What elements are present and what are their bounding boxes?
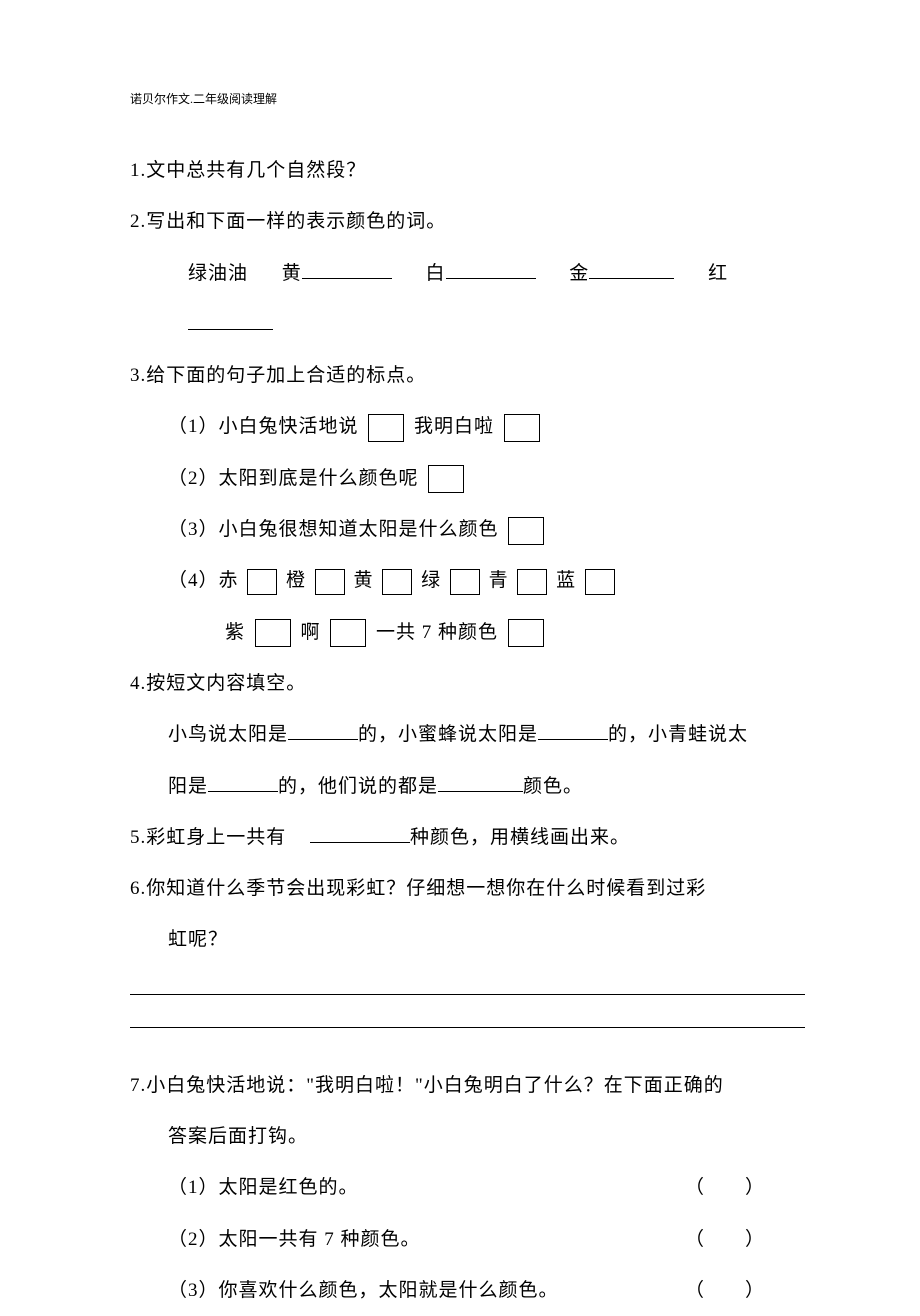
option-label: （3）你喜欢什么颜色，太阳就是什么颜色。 — [168, 1280, 559, 1301]
item-prefix: （3） — [168, 519, 219, 540]
color-label: 白 — [426, 263, 446, 284]
sentence-part: 太阳到底是什么颜色呢 — [219, 468, 419, 489]
checkbox-paren[interactable]: （ ） — [685, 1265, 765, 1316]
q3-item-1: （1）小白兔快活地说 我明白啦 — [130, 401, 805, 452]
blank-input[interactable] — [208, 770, 278, 792]
punctuation-box[interactable] — [330, 619, 366, 647]
item-prefix: （4） — [168, 570, 219, 591]
question-4: 4.按短文内容填空。 — [130, 658, 805, 709]
checkbox-paren[interactable]: （ ） — [685, 1162, 765, 1213]
text-part: 5.彩虹身上一共有 — [130, 827, 286, 848]
color-label: 黄 — [282, 263, 302, 284]
q3-item-4: （4）赤 橙 黄 绿 青 蓝 — [130, 555, 805, 606]
punctuation-box[interactable] — [382, 569, 412, 595]
sentence-part: 啊 — [301, 622, 321, 643]
sentence-part: 赤 — [219, 570, 239, 591]
text-part: 的，他们说的都是 — [278, 776, 438, 797]
sentence-part: 我明白啦 — [414, 416, 494, 437]
punctuation-box[interactable] — [428, 465, 464, 493]
question-7-line2: 答案后面打钩。 — [130, 1111, 805, 1162]
question-5: 5.彩虹身上一共有 种颜色，用横线画出来。 — [130, 812, 805, 863]
item-prefix: （1） — [168, 416, 219, 437]
q4-line2: 阳是 的，他们说的都是 颜色。 — [130, 761, 805, 812]
question-1: 1.文中总共有几个自然段？ — [130, 145, 805, 196]
punctuation-box[interactable] — [517, 569, 547, 595]
blank-input[interactable] — [538, 718, 608, 740]
sentence-part: 小白兔很想知道太阳是什么颜色 — [219, 519, 499, 540]
text-part: 种颜色，用横线画出来。 — [410, 827, 630, 848]
sentence-part: 橙 — [286, 570, 306, 591]
punctuation-box[interactable] — [255, 619, 291, 647]
answer-blank-line[interactable] — [130, 1027, 805, 1028]
q3-item-4-line2: 紫 啊 一共 7 种颜色 — [130, 607, 805, 658]
blank-input[interactable] — [302, 257, 392, 279]
question-6-line2: 虹呢？ — [130, 914, 805, 965]
sentence-part: 一共 7 种颜色 — [376, 622, 498, 643]
blank-input[interactable] — [589, 257, 674, 279]
sample-word: 绿油油 — [188, 263, 248, 284]
answer-blank-line[interactable] — [130, 994, 805, 995]
blank-input[interactable] — [310, 821, 410, 843]
sentence-part: 青 — [489, 570, 509, 591]
color-label: 红 — [708, 263, 728, 284]
punctuation-box[interactable] — [315, 569, 345, 595]
sentence-part: 绿 — [421, 570, 441, 591]
punctuation-box[interactable] — [450, 569, 480, 595]
text-part: 小鸟说太阳是 — [168, 724, 288, 745]
sentence-part: 蓝 — [556, 570, 576, 591]
punctuation-box[interactable] — [585, 569, 615, 595]
text-part: 的，小青蛙说太 — [608, 724, 748, 745]
question-3: 3.给下面的句子加上合适的标点。 — [130, 350, 805, 401]
punctuation-box[interactable] — [504, 414, 540, 442]
punctuation-box[interactable] — [247, 569, 277, 595]
q3-item-3: （3）小白兔很想知道太阳是什么颜色 — [130, 504, 805, 555]
blank-input[interactable] — [188, 308, 273, 330]
sentence-part: 紫 — [225, 622, 245, 643]
text-part: 颜色。 — [523, 776, 583, 797]
punctuation-box[interactable] — [508, 619, 544, 647]
punctuation-box[interactable] — [368, 414, 404, 442]
sentence-part: 黄 — [354, 570, 374, 591]
item-prefix: （2） — [168, 468, 219, 489]
question-2: 2.写出和下面一样的表示颜色的词。 — [130, 196, 805, 247]
option-label: （1）太阳是红色的。 — [168, 1177, 359, 1198]
punctuation-box[interactable] — [508, 517, 544, 545]
document-header: 诺贝尔作文.二年级阅读理解 — [130, 90, 805, 107]
text-part: 阳是 — [168, 776, 208, 797]
sentence-part: 小白兔快活地说 — [219, 416, 359, 437]
q7-option-1: （1）太阳是红色的。 （ ） — [130, 1162, 805, 1213]
q3-item-2: （2）太阳到底是什么颜色呢 — [130, 453, 805, 504]
q4-line1: 小鸟说太阳是 的，小蜜蜂说太阳是 的，小青蛙说太 — [130, 709, 805, 760]
question-2-samples: 绿油油 黄 白 金 红 — [130, 248, 805, 351]
checkbox-paren[interactable]: （ ） — [685, 1214, 765, 1265]
question-7-line1: 7.小白兔快活地说："我明白啦！"小白兔明白了什么？在下面正确的 — [130, 1060, 805, 1111]
question-6-line1: 6.你知道什么季节会出现彩虹？仔细想一想你在什么时候看到过彩 — [130, 863, 805, 914]
option-label: （2）太阳一共有 7 种颜色。 — [168, 1229, 421, 1250]
blank-input[interactable] — [446, 257, 536, 279]
blank-input[interactable] — [288, 718, 358, 740]
text-part: 的，小蜜蜂说太阳是 — [358, 724, 538, 745]
q7-option-2: （2）太阳一共有 7 种颜色。 （ ） — [130, 1214, 805, 1265]
q7-option-3: （3）你喜欢什么颜色，太阳就是什么颜色。 （ ） — [130, 1265, 805, 1316]
color-label: 金 — [569, 263, 589, 284]
blank-input[interactable] — [438, 770, 523, 792]
